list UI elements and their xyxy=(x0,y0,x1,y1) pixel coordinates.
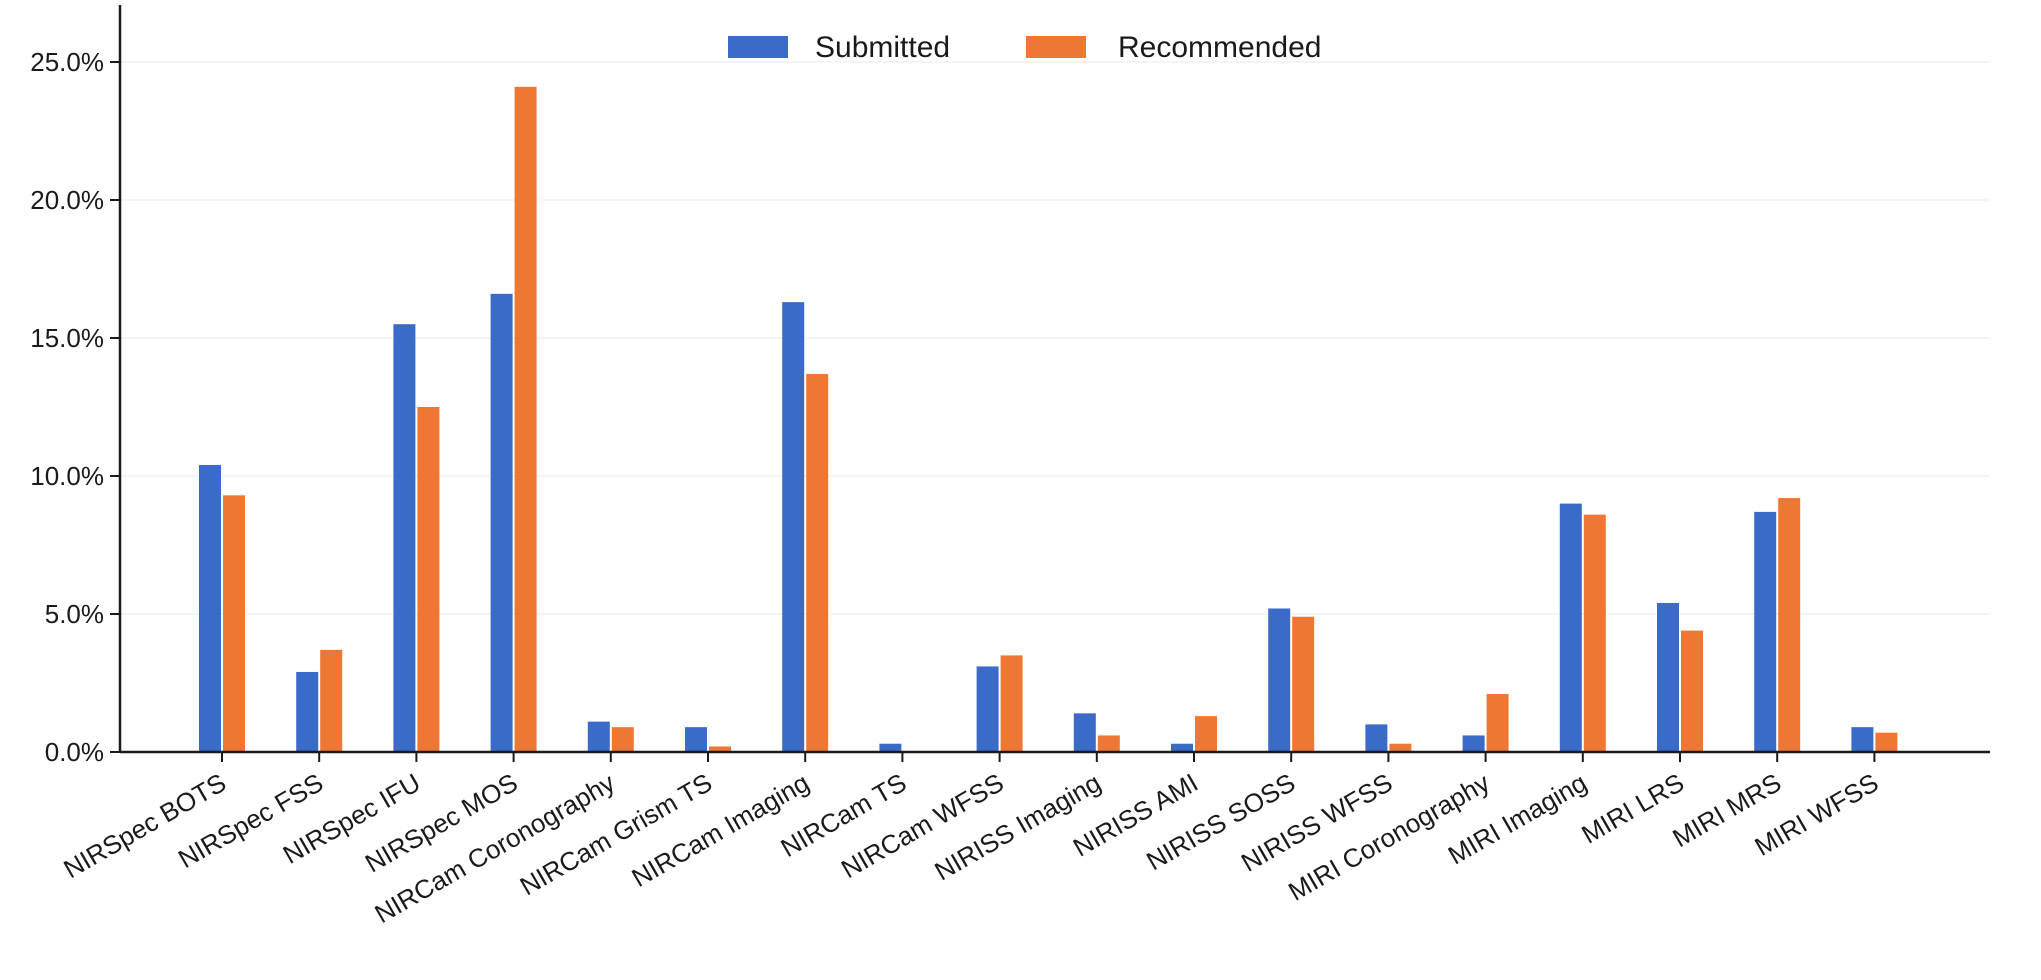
bar-recommended xyxy=(514,86,537,753)
bar-submitted xyxy=(1268,608,1291,752)
legend-label-recommended: Recommended xyxy=(1118,31,1321,64)
bar-recommended xyxy=(1292,616,1315,752)
bar-recommended xyxy=(1389,743,1412,752)
bar-recommended xyxy=(223,495,245,752)
y-tick-label: 0.0% xyxy=(45,737,104,767)
bar-submitted xyxy=(1462,735,1485,752)
bar-submitted xyxy=(393,324,416,752)
bar-submitted xyxy=(685,727,707,752)
bar-recommended xyxy=(1097,735,1120,752)
x-tick-label: NIRISS Imaging xyxy=(929,767,1105,886)
legend-swatch-submitted xyxy=(728,36,788,58)
bar-submitted xyxy=(879,743,902,752)
bar-submitted xyxy=(1171,743,1193,752)
bar-submitted xyxy=(587,721,610,752)
bar-submitted xyxy=(490,293,513,752)
bar-recommended xyxy=(709,746,731,752)
y-tick-label: 5.0% xyxy=(45,599,104,629)
bar-recommended xyxy=(1875,732,1898,752)
bar-submitted xyxy=(1657,602,1679,752)
bar-submitted xyxy=(1559,503,1582,752)
y-tick-label: 10.0% xyxy=(30,461,104,491)
x-tick-label: NIRCam WFSS xyxy=(836,767,1009,884)
y-tick-label: 20.0% xyxy=(30,185,104,215)
bar-recommended xyxy=(320,649,343,752)
bar-submitted xyxy=(296,671,319,752)
bars xyxy=(199,86,1898,753)
bar-submitted xyxy=(976,666,999,752)
y-tick-label: 25.0% xyxy=(30,47,104,77)
bar-submitted xyxy=(1754,511,1777,752)
bar-recommended xyxy=(1486,694,1509,752)
legend-label-submitted: Submitted xyxy=(815,31,950,64)
bar-recommended xyxy=(806,373,829,752)
y-axis-ticks: 0.0% 5.0% 10.0% 15.0% 20.0% 25.0% xyxy=(30,47,120,767)
legend-swatch-recommended xyxy=(1026,36,1086,58)
legend: Submitted Recommended xyxy=(728,31,1321,64)
axes xyxy=(118,5,1990,754)
bar-submitted xyxy=(782,302,805,752)
bar-submitted xyxy=(199,464,221,752)
bar-recommended xyxy=(1583,514,1606,752)
bar-recommended xyxy=(417,407,440,752)
bar-submitted xyxy=(1073,713,1096,752)
bar-submitted xyxy=(1851,727,1874,752)
bar-recommended xyxy=(1000,655,1023,752)
y-tick-label: 15.0% xyxy=(30,323,104,353)
bar-recommended xyxy=(1778,498,1801,752)
bar-recommended xyxy=(611,727,634,752)
bar-recommended xyxy=(1195,716,1217,752)
x-tick-label: NIRSpec BOTS xyxy=(58,767,231,884)
bar-submitted xyxy=(1365,724,1388,752)
bar-recommended xyxy=(1681,630,1703,752)
